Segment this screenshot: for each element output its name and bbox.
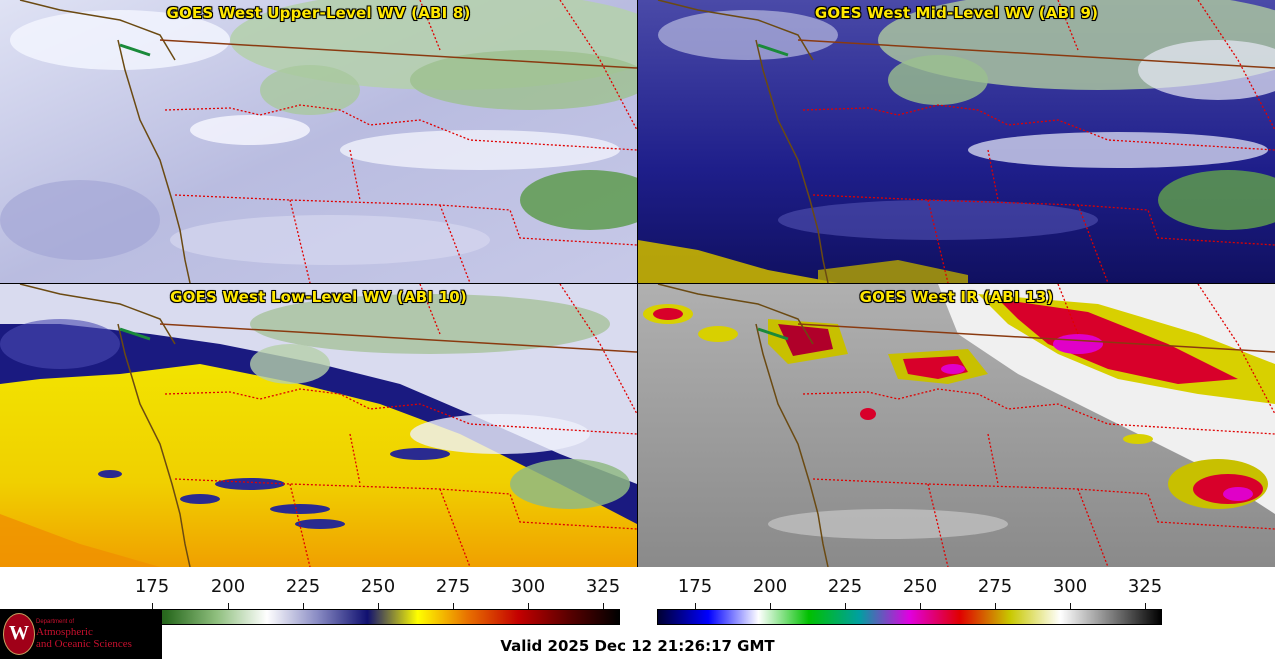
wv-tick-label: 250 <box>360 576 396 597</box>
wv-tick-label: 325 <box>585 576 621 597</box>
wv-tick-label: 275 <box>435 576 471 597</box>
wv-tick-label: 225 <box>285 576 321 597</box>
wv-tick-mark <box>603 603 604 609</box>
panel-divider-horizontal <box>0 283 1275 284</box>
panel-low-level-wv: GOES West Low-Level WV (ABI 10) <box>0 284 637 567</box>
ir-tick-label: 175 <box>677 576 713 597</box>
wv-tick-mark <box>378 603 379 609</box>
panel-title: GOES West Mid-Level WV (ABI 9) <box>814 4 1099 22</box>
low-level-wv-image <box>0 284 637 567</box>
ir-colorbar <box>657 609 1162 625</box>
wv-tick-mark <box>528 603 529 609</box>
panel-title: GOES West Low-Level WV (ABI 10) <box>170 288 467 306</box>
ir-tick-mark <box>770 603 771 609</box>
panel-ir: GOES West IR (ABI 13) <box>638 284 1275 567</box>
ir-tick-label: 225 <box>827 576 863 597</box>
upper-level-wv-image <box>0 0 637 283</box>
wv-tick-label: 200 <box>210 576 246 597</box>
wv-tick-mark <box>228 603 229 609</box>
ir-tick-mark <box>845 603 846 609</box>
logo-department-line: Department of <box>36 619 75 625</box>
ir-tick-mark <box>1145 603 1146 609</box>
ir-tick-mark <box>995 603 996 609</box>
ir-tick-label: 325 <box>1127 576 1163 597</box>
wv-tick-mark <box>152 603 153 609</box>
wv-tick-label: 175 <box>134 576 170 597</box>
ir-tick-mark <box>695 603 696 609</box>
ir-tick-label: 275 <box>977 576 1013 597</box>
wv-tick-label: 300 <box>510 576 546 597</box>
mid-level-wv-image <box>638 0 1275 283</box>
ir-tick-label: 200 <box>752 576 788 597</box>
wv-tick-mark <box>453 603 454 609</box>
panel-mid-level-wv: GOES West Mid-Level WV (ABI 9) <box>638 0 1275 283</box>
ir-tick-mark <box>920 603 921 609</box>
ir-tick-mark <box>1070 603 1071 609</box>
panel-title: GOES West Upper-Level WV (ABI 8) <box>166 4 471 22</box>
wv-colorbar <box>115 609 620 625</box>
ir-tick-label: 250 <box>902 576 938 597</box>
ir-image <box>638 284 1275 567</box>
panel-upper-level-wv: GOES West Upper-Level WV (ABI 8) <box>0 0 637 283</box>
panel-title: GOES West IR (ABI 13) <box>859 288 1054 306</box>
logo-line-1: Atmospheric <box>36 626 93 638</box>
aos-logo[interactable]: W Department of Atmospheric and Oceanic … <box>0 609 162 659</box>
valid-time: Valid 2025 Dec 12 21:26:17 GMT <box>500 637 775 655</box>
ir-tick-label: 300 <box>1052 576 1088 597</box>
logo-line-2: and Oceanic Sciences <box>36 638 132 650</box>
uw-seal-icon: W <box>3 613 35 655</box>
wv-tick-mark <box>303 603 304 609</box>
seal-letter: W <box>9 622 29 644</box>
